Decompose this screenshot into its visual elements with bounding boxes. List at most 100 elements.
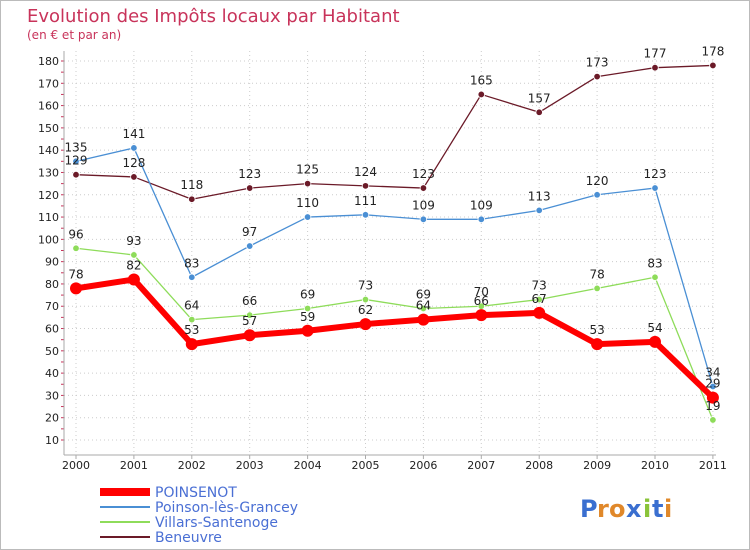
data-label: 59 [300, 310, 315, 324]
series-poinsenot [70, 273, 719, 404]
data-label: 73 [532, 279, 547, 293]
data-label: 118 [180, 178, 203, 192]
chart-subtitle: (en € et par an) [27, 28, 121, 42]
data-label: 165 [470, 73, 493, 87]
data-point [651, 184, 659, 192]
data-point [243, 329, 256, 342]
data-label: 141 [122, 127, 145, 141]
y-tick-label: 110 [38, 211, 59, 224]
data-point [419, 304, 428, 313]
data-label: 82 [126, 258, 141, 272]
data-point [70, 282, 82, 295]
data-point [245, 184, 254, 192]
y-tick-label: 50 [45, 345, 59, 358]
data-label: 93 [126, 234, 141, 248]
x-tick-label: 2004 [294, 459, 322, 472]
data-point [303, 304, 312, 313]
x-tick-label: 2009 [583, 459, 611, 472]
logo-letter: P [580, 495, 598, 523]
data-label: 125 [296, 163, 319, 177]
logo-letter: x [626, 495, 642, 523]
data-label: 67 [532, 292, 547, 306]
x-tick-label: 2005 [352, 459, 380, 472]
data-label: 110 [296, 196, 319, 210]
data-label: 54 [647, 321, 662, 335]
data-point [535, 295, 543, 304]
legend-label: POINSENOT [155, 485, 237, 501]
data-point [188, 195, 196, 203]
y-tick-label: 40 [45, 367, 59, 380]
logo-letter: i [643, 495, 651, 523]
data-label: 64 [184, 299, 199, 313]
x-tick-label: 2006 [409, 459, 437, 472]
data-label: 62 [358, 303, 373, 317]
data-label: 129 [65, 154, 88, 168]
data-point [72, 157, 80, 166]
data-label: 123 [412, 167, 435, 181]
data-point [709, 382, 717, 391]
data-point [245, 242, 254, 250]
data-point [651, 63, 659, 72]
y-tick-label: 120 [38, 189, 59, 202]
data-point [130, 251, 138, 259]
data-point [533, 306, 546, 319]
data-label: 78 [589, 267, 604, 281]
data-point [188, 315, 196, 324]
data-point [303, 179, 312, 188]
data-point [475, 309, 488, 322]
series-poinson-l-s-grancey [72, 144, 717, 391]
data-point [188, 273, 196, 281]
data-point [185, 338, 198, 351]
logo-letter: i [664, 495, 672, 523]
data-point [419, 215, 428, 223]
data-label: 69 [416, 287, 431, 301]
data-point [72, 170, 80, 179]
data-point [535, 206, 543, 215]
data-labels-2: 96 93 64 66 69 73 69 70 73 78 83 19 [68, 227, 720, 413]
legend-label: Beneuvre [155, 530, 222, 546]
series-villars-santenoge [72, 244, 717, 424]
data-label: 73 [358, 279, 373, 293]
data-label: 78 [68, 267, 83, 281]
data-point [130, 173, 138, 181]
data-point [361, 295, 370, 304]
y-tick-label: 150 [38, 122, 59, 135]
data-labels-1: 135 141 83 97 110 111 109 109 113 120 123 34 [65, 127, 721, 380]
data-point [709, 416, 717, 424]
legend-label: Poinson-lès-Grancey [155, 500, 298, 516]
data-label: 123 [238, 167, 261, 181]
series-beneuvre [72, 61, 717, 203]
data-label: 135 [65, 140, 88, 154]
data-label: 96 [68, 227, 83, 241]
series-line [73, 276, 716, 401]
x-tick-label: 2003 [236, 459, 264, 472]
y-tick-label: 170 [38, 77, 59, 90]
data-label: 113 [528, 189, 551, 203]
data-label: 70 [474, 285, 489, 299]
data-label: 53 [184, 323, 199, 337]
y-tick-label: 90 [45, 256, 59, 269]
logo-letter: t [652, 495, 663, 523]
data-point [417, 313, 430, 326]
data-label: 177 [644, 47, 667, 61]
x-tick-label: 2010 [641, 459, 669, 472]
data-label: 120 [586, 174, 609, 188]
data-label: 69 [300, 287, 315, 301]
x-tick-label: 2008 [525, 459, 553, 472]
y-tick-label: 20 [45, 412, 59, 425]
data-labels-0: 78 82 53 57 59 62 64 66 67 53 54 29 [68, 258, 720, 390]
data-point [535, 108, 543, 116]
data-label: 53 [589, 323, 604, 337]
y-tick-label: 70 [45, 300, 59, 313]
data-label: 111 [354, 194, 377, 208]
data-label: 29 [705, 377, 720, 391]
data-point [477, 215, 485, 223]
data-label: 157 [528, 91, 551, 105]
series-group: 78 82 53 57 59 62 64 66 67 53 54 29 135 141 83 97 110 111… [65, 44, 724, 424]
data-label: 178 [701, 44, 724, 58]
y-tick-label: 140 [38, 144, 59, 157]
x-tick-label: 2002 [178, 459, 206, 472]
data-label: 173 [586, 56, 609, 70]
